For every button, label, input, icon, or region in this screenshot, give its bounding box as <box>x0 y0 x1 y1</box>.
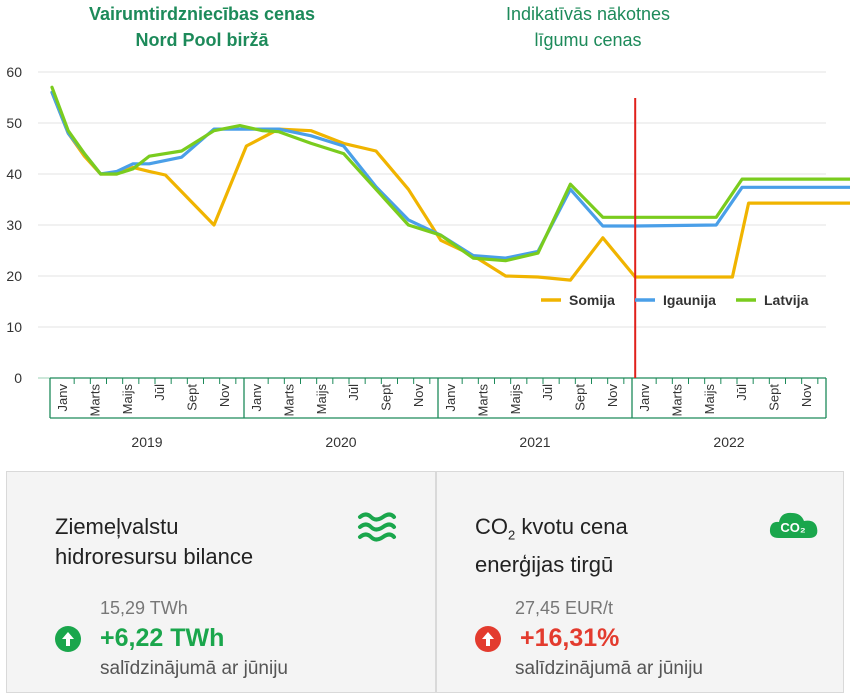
y-tick-label: 0 <box>14 370 22 386</box>
co2-previous-value: 27,45 EUR/t <box>515 598 614 618</box>
x-month-label: Maijs <box>702 384 717 415</box>
x-month-label: Sept <box>573 384 588 411</box>
series-line-somija-historical <box>50 90 637 282</box>
x-month-label: Jūl <box>734 384 749 401</box>
x-month-label: Sept <box>379 384 394 411</box>
y-tick-label: 30 <box>6 217 22 233</box>
co2-comparison-note: salīdzinājumā ar jūniju <box>515 658 703 679</box>
hydro-balance-panel: Ziemeļvalstu hidroresursu bilance 15,29 … <box>6 471 436 693</box>
y-tick-label: 50 <box>6 115 22 131</box>
co2-cloud-icon: CO₂ <box>767 508 821 547</box>
x-month-label: Marts <box>669 384 684 417</box>
chart-title-right: Indikatīvās nākotnes <box>506 4 670 24</box>
x-year-label: 2021 <box>519 434 550 450</box>
y-tick-label: 20 <box>6 268 22 284</box>
x-month-label: Jūl <box>346 384 361 401</box>
x-month-label: Maijs <box>120 384 135 415</box>
chart-title-left: Nord Pool biržā <box>135 30 269 50</box>
price-chart: Vairumtirdzniecības cenas Nord Pool biržā… <box>6 4 850 450</box>
co2-panel-title: CO2 kvotu cena enerģijas tirgū <box>475 512 628 580</box>
series-line-somija-futures <box>633 201 850 279</box>
legend-label-somija: Somija <box>569 292 615 308</box>
x-month-label: Janv <box>443 384 458 412</box>
hydro-change-value: +6,22 TWh <box>100 624 225 652</box>
y-tick-label: 60 <box>6 64 22 80</box>
x-month-label: Maijs <box>508 384 523 415</box>
chart-title-right: līgumu cenas <box>534 30 641 50</box>
co2-icon-label: CO₂ <box>780 520 806 535</box>
chart-title-left: Vairumtirdzniecības cenas <box>89 4 315 24</box>
x-month-label: Janv <box>55 384 70 412</box>
arrow-up-icon <box>475 625 501 652</box>
x-year-label: 2019 <box>131 434 162 450</box>
waves-icon <box>357 510 397 549</box>
x-month-label: Marts <box>87 384 102 417</box>
hydro-title-line-1: Ziemeļvalstu <box>55 514 179 539</box>
x-month-label: Marts <box>475 384 490 417</box>
y-tick-label: 40 <box>6 166 22 182</box>
hydro-previous-value: 15,29 TWh <box>100 598 188 618</box>
x-month-label: Maijs <box>314 384 329 415</box>
series-line-latvija-historical <box>50 85 637 263</box>
x-month-label: Janv <box>249 384 264 412</box>
hydro-comparison-note: salīdzinājumā ar jūniju <box>100 658 288 679</box>
co2-title-co: CO <box>475 514 508 539</box>
x-month-label: Nov <box>411 384 426 408</box>
x-month-label: Jūl <box>540 384 555 401</box>
co2-title-line-2: enerģijas tirgū <box>475 552 614 578</box>
series-line-igaunija-futures <box>633 185 850 228</box>
x-month-label: Sept <box>767 384 782 411</box>
hydro-panel-title: Ziemeļvalstu hidroresursu bilance <box>55 512 253 572</box>
hydro-title-line-2: hidroresursu bilance <box>55 544 254 569</box>
x-month-label: Nov <box>217 384 232 408</box>
series-line-latvija-futures <box>633 177 850 219</box>
co2-title-sub: 2 <box>508 527 516 543</box>
legend-label-latvija: Latvija <box>764 292 809 308</box>
x-month-label: Nov <box>605 384 620 408</box>
x-month-label: Jūl <box>152 384 167 401</box>
x-year-label: 2020 <box>325 434 356 450</box>
x-year-label: 2022 <box>713 434 744 450</box>
x-month-label: Janv <box>637 384 652 412</box>
x-month-label: Marts <box>281 384 296 417</box>
legend-label-igaunija: Igaunija <box>663 292 716 308</box>
x-month-label: Nov <box>799 384 814 408</box>
co2-price-panel: CO2 kvotu cena enerģijas tirgū CO₂ 27,45… <box>436 471 844 693</box>
y-tick-label: 10 <box>6 319 22 335</box>
co2-change-value: +16,31% <box>520 624 620 652</box>
x-month-label: Sept <box>185 384 200 411</box>
co2-title-rest: kvotu cena <box>515 514 628 539</box>
arrow-up-icon <box>55 625 81 652</box>
